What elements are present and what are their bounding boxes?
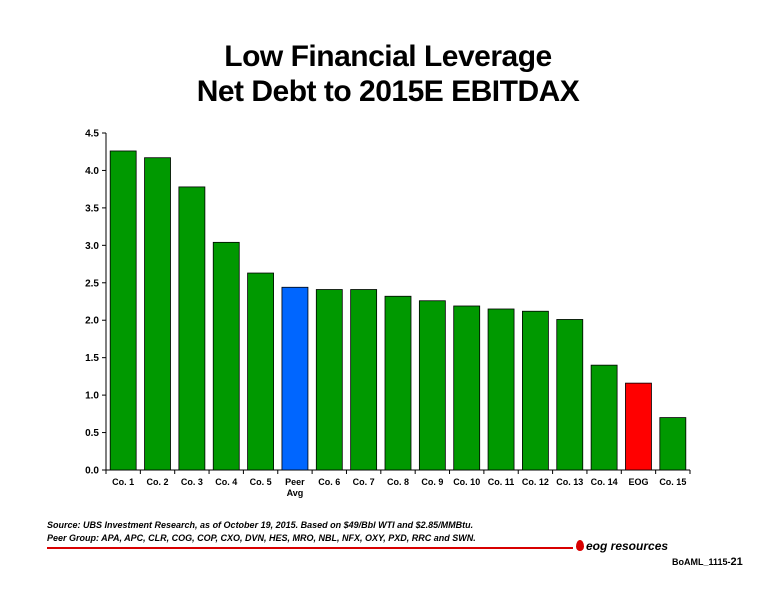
chart-title-line-1: Low Financial Leverage — [224, 40, 552, 73]
eog-logo: eog resources — [573, 539, 672, 553]
bar — [350, 289, 378, 471]
y-tick-label: 3.0 — [85, 241, 99, 252]
page-ref-code: BoAML_1115- — [672, 557, 731, 567]
bar — [144, 157, 171, 471]
oil-drop-icon — [576, 540, 584, 551]
logo-text: eog resources — [586, 539, 669, 553]
bar — [659, 417, 687, 471]
x-tick-label: Co. 7 — [353, 477, 375, 487]
y-tick-label: 2.0 — [85, 316, 99, 327]
footer-rule — [47, 547, 659, 549]
bar — [178, 186, 206, 471]
bar — [281, 286, 309, 471]
x-tick-label: Co. 12 — [522, 477, 549, 487]
bar — [590, 364, 618, 471]
y-tick-label: 3.5 — [85, 203, 99, 214]
bar — [487, 308, 515, 471]
y-tick-label: 4.0 — [85, 166, 99, 177]
x-tick-label: Co. 13 — [556, 477, 583, 487]
page-number: 21 — [730, 556, 743, 568]
bar — [556, 319, 584, 471]
page-reference: BoAML_1115-21 — [672, 556, 743, 568]
bar — [522, 310, 549, 471]
y-tick-label: 0.5 — [85, 428, 99, 439]
y-tick-label: 1.5 — [85, 353, 99, 364]
bar — [109, 150, 137, 471]
source-footnote: Source: UBS Investment Research, as of O… — [47, 520, 474, 530]
peer-group-footnote: Peer Group: APA, APC, CLR, COG, COP, CXO… — [47, 533, 476, 543]
x-tick-label: Co. 11 — [488, 477, 515, 487]
bar — [384, 295, 412, 471]
y-tick-label: 2.5 — [85, 278, 99, 289]
bar — [418, 300, 446, 471]
bar — [212, 241, 240, 471]
x-tick-label: EOG — [628, 477, 648, 487]
x-tick-label: Co. 3 — [181, 477, 203, 487]
x-tick-label: Avg — [287, 488, 304, 498]
y-tick-label: 0.0 — [85, 466, 99, 477]
bar — [625, 382, 652, 471]
y-tick-label: 1.0 — [85, 391, 99, 402]
chart-title-line-2: Net Debt to 2015E EBITDAX — [196, 75, 580, 108]
x-tick-label: Co. 6 — [318, 477, 340, 487]
x-tick-label: Co. 8 — [387, 477, 409, 487]
bar — [315, 289, 343, 471]
x-tick-label: Co. 1 — [112, 477, 134, 487]
x-tick-label: Co. 4 — [215, 477, 237, 487]
x-tick-label: Co. 10 — [453, 477, 480, 487]
bar — [247, 272, 274, 471]
x-tick-label: Co. 9 — [421, 477, 443, 487]
x-tick-label: Co. 14 — [591, 477, 618, 487]
y-tick-label: 4.5 — [85, 129, 99, 140]
x-tick-label: Peer — [285, 477, 305, 487]
x-tick-label: Co. 5 — [250, 477, 272, 487]
x-tick-label: Co. 15 — [659, 477, 686, 487]
bar — [453, 305, 481, 471]
x-tick-label: Co. 2 — [147, 477, 169, 487]
